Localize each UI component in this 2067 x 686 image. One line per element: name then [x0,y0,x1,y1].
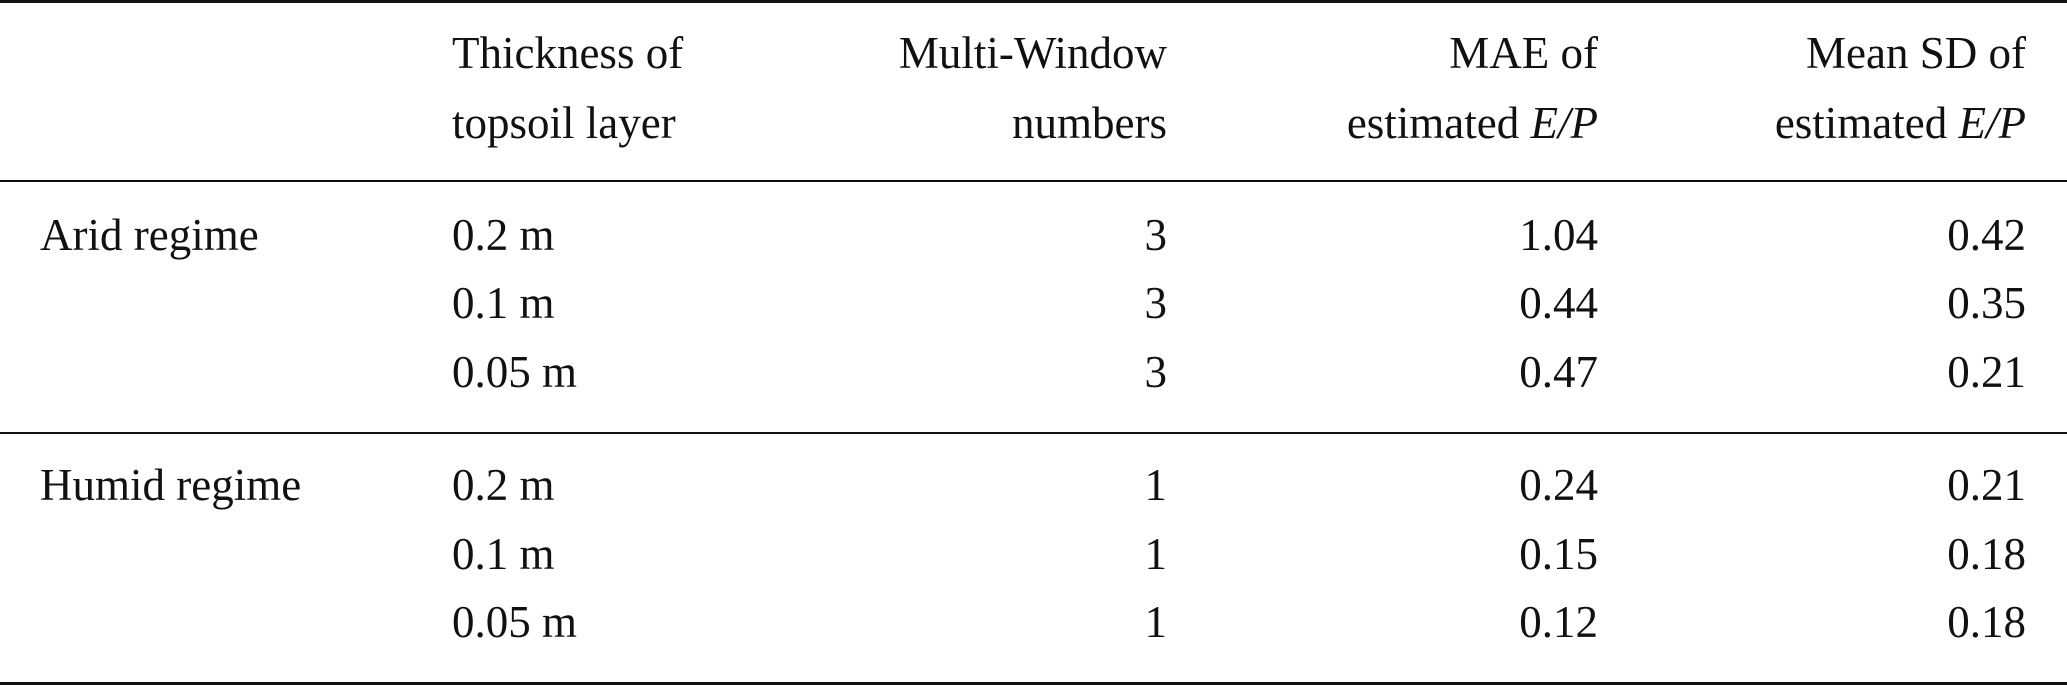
cell-sd: 0.42 [1947,210,2026,260]
cell-mae: 0.15 [1519,529,1598,579]
cell-sd: 0.21 [1947,347,2026,397]
header-windows-line2: numbers [1012,98,1167,148]
cell-windows: 1 [1144,529,1168,579]
header-sd-line1: Mean SD of [1806,28,2026,78]
cell-thickness: 0.05 m [452,347,578,397]
header-sd-line2: estimated E/P [1775,98,2026,148]
group-label: Arid regime [40,210,259,260]
cell-thickness: 0.1 m [452,529,555,579]
cell-thickness: 0.2 m [452,210,555,260]
cell-windows: 1 [1144,460,1168,510]
header-mae-line2: estimated E/P [1347,98,1598,148]
bottom-rule [0,682,2067,685]
cell-sd: 0.18 [1947,597,2026,647]
header-sd-text: estimated [1774,98,1948,148]
header-windows-line1: Multi-Window [898,28,1167,78]
group-rule [0,432,2067,434]
cell-thickness: 0.1 m [452,278,555,328]
header-mae-text: estimated [1346,98,1520,148]
cell-sd: 0.35 [1947,278,2026,328]
cell-windows: 1 [1144,597,1168,647]
cell-thickness: 0.05 m [452,597,578,647]
header-rule [0,180,2067,182]
cell-windows: 3 [1144,347,1168,397]
cell-mae: 0.12 [1519,597,1598,647]
header-mae-math: E/P [1530,98,1598,148]
top-rule [0,0,2067,3]
cell-windows: 3 [1144,210,1168,260]
group-label: Humid regime [40,460,302,510]
header-mae-line1: MAE of [1449,28,1598,78]
header-sd-math: E/P [1958,98,2026,148]
cell-thickness: 0.2 m [452,460,555,510]
cell-sd: 0.21 [1947,460,2026,510]
cell-mae: 0.44 [1519,278,1598,328]
cell-mae: 1.04 [1519,210,1598,260]
cell-mae: 0.47 [1519,347,1598,397]
cell-mae: 0.24 [1519,460,1598,510]
cell-windows: 3 [1144,278,1168,328]
cell-sd: 0.18 [1947,529,2026,579]
header-thickness-line2: topsoil layer [452,98,676,148]
header-thickness-line1: Thickness of [452,28,684,78]
